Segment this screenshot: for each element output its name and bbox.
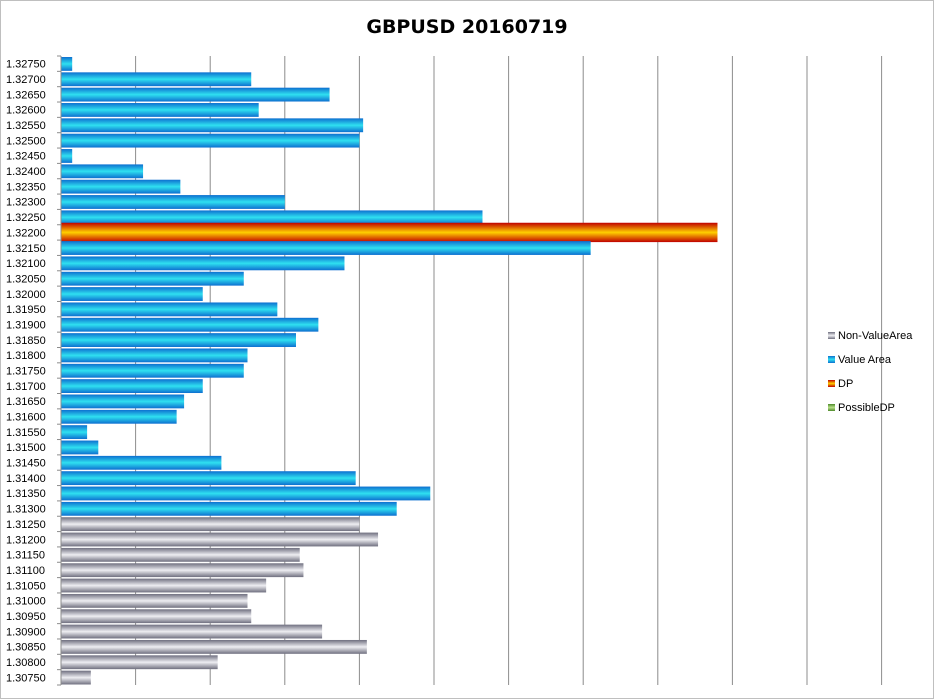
legend: Non-ValueArea Value Area DP PossibleDP (828, 330, 913, 414)
y-tick-label: 1.31000 (6, 596, 46, 608)
bar-1.32700 (61, 72, 252, 87)
legend-swatch-nonvalue (828, 332, 835, 339)
legend-label-possible: PossibleDP (838, 402, 895, 414)
bar-1.32400 (61, 164, 144, 179)
legend-swatch-dp (828, 380, 835, 387)
legend-label-dp: DP (838, 378, 853, 390)
bar-1.31200 (61, 532, 379, 547)
y-tick-label: 1.31650 (6, 396, 46, 408)
bar-1.30800 (61, 655, 218, 670)
y-tick-label: 1.31900 (6, 319, 46, 331)
y-tick-label: 1.32150 (6, 243, 46, 255)
legend-swatch-value (828, 356, 835, 363)
y-tick-label: 1.31950 (6, 304, 46, 316)
bar-1.31550 (61, 425, 88, 440)
y-tick-label: 1.31300 (6, 504, 46, 516)
bar-1.32100 (61, 256, 345, 271)
y-tick-label: 1.31600 (6, 412, 46, 424)
bars (61, 57, 718, 685)
y-tick-label: 1.32450 (6, 151, 46, 163)
y-tick-labels: 1.32750 1.32700 1.32650 1.32600 1.32550 1.325… (6, 59, 46, 685)
y-tick-label: 1.30850 (6, 642, 46, 654)
bar-1.31050 (61, 578, 267, 593)
bar-1.31950 (61, 302, 278, 317)
bar-1.31100 (61, 563, 304, 578)
chart-title: GBPUSD 20160719 (366, 16, 567, 38)
y-tick-label: 1.31350 (6, 488, 46, 500)
bar-1.31900 (61, 317, 319, 332)
y-tick-label: 1.32300 (6, 197, 46, 209)
y-tick-label: 1.31800 (6, 350, 46, 362)
bar-1.31500 (61, 440, 99, 455)
bar-1.31450 (61, 455, 222, 470)
bar-1.32200 (61, 222, 718, 243)
bar-1.32050 (61, 271, 244, 286)
y-tick-label: 1.32100 (6, 258, 46, 270)
y-tick-label: 1.32200 (6, 227, 46, 239)
legend-label-value: Value Area (838, 354, 892, 366)
y-tick-label: 1.31450 (6, 458, 46, 470)
bar-1.32150 (61, 241, 591, 255)
bar-1.30750 (61, 670, 91, 685)
y-tick-label: 1.32750 (6, 59, 46, 71)
y-tick-label: 1.31200 (6, 534, 46, 546)
y-tick-label: 1.32700 (6, 74, 46, 86)
bar-1.31850 (61, 333, 296, 347)
y-tick-label: 1.31400 (6, 473, 46, 485)
bar-1.32600 (61, 103, 259, 117)
bar-1.32500 (61, 133, 360, 148)
y-tick-label: 1.30800 (6, 657, 46, 669)
y-tick-label: 1.32550 (6, 120, 46, 132)
bar-1.30850 (61, 639, 367, 654)
bar-1.31800 (61, 348, 248, 363)
bar-1.31700 (61, 379, 203, 394)
bar-1.31250 (61, 517, 360, 532)
bar-1.31350 (61, 486, 431, 501)
y-tick-label: 1.31150 (6, 550, 45, 562)
y-tick-label: 1.32650 (6, 89, 46, 101)
y-tick-label: 1.31250 (6, 519, 46, 531)
y-tick-label: 1.30950 (6, 611, 46, 623)
y-tick-label: 1.32000 (6, 289, 46, 301)
bar-1.32650 (61, 87, 330, 102)
bar-1.31650 (61, 394, 185, 409)
bar-1.32300 (61, 195, 285, 209)
bar-1.32550 (61, 118, 364, 133)
y-tick-label: 1.31850 (6, 335, 46, 347)
y-tick-label: 1.32250 (6, 212, 46, 224)
y-tick-label: 1.32050 (6, 273, 46, 285)
bar-1.32250 (61, 210, 483, 225)
y-tick-label: 1.32350 (6, 181, 46, 193)
y-tick-label: 1.30900 (6, 626, 46, 638)
axes (57, 55, 62, 686)
legend-label-nonvalue: Non-ValueArea (838, 330, 913, 342)
y-tick-label: 1.31500 (6, 442, 46, 454)
y-tick-label: 1.32500 (6, 135, 46, 147)
bar-1.32000 (61, 287, 203, 301)
bar-1.32350 (61, 179, 181, 194)
bar-1.31000 (61, 593, 248, 608)
bar-1.30950 (61, 609, 252, 624)
y-tick-label: 1.31550 (6, 427, 46, 439)
gridlines (135, 56, 883, 685)
y-tick-label: 1.30750 (6, 672, 46, 684)
bar-1.32450 (61, 149, 73, 163)
y-tick-label: 1.31750 (6, 366, 46, 378)
y-tick-label: 1.31100 (6, 565, 45, 577)
legend-swatch-possible (828, 404, 835, 411)
y-tick-label: 1.32400 (6, 166, 46, 178)
y-tick-label: 1.31050 (6, 580, 46, 592)
bar-1.30900 (61, 624, 323, 639)
bar-1.31300 (61, 501, 397, 516)
bar-1.31750 (61, 363, 244, 378)
bar-1.31400 (61, 471, 356, 486)
y-tick-label: 1.32600 (6, 105, 46, 117)
bar-1.32750 (61, 57, 73, 71)
y-tick-label: 1.31700 (6, 381, 46, 393)
bar-1.31600 (61, 409, 177, 424)
bar-1.31150 (61, 547, 300, 562)
